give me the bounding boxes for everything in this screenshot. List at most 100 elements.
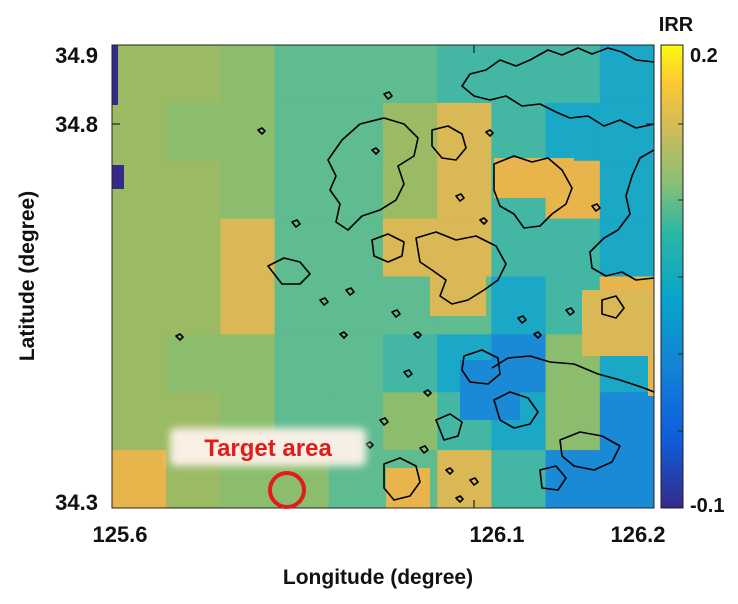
irr-cell [383, 276, 438, 335]
irr-cell [460, 360, 520, 420]
irr-cell [226, 240, 264, 320]
irr-cell [328, 45, 384, 104]
irr-cell [112, 334, 167, 393]
coastline-mainland [461, 47, 654, 129]
irr-cell [166, 45, 221, 104]
coastline-island-k [371, 233, 405, 263]
irr-cell [274, 276, 330, 335]
coastline-island-i [267, 257, 311, 285]
irr-cell [383, 45, 438, 104]
x-tick-label: 126.1 [469, 522, 524, 547]
coastline-island-e [491, 355, 654, 393]
irr-cell [648, 356, 654, 396]
irr-cell [220, 45, 276, 104]
irr-cell [600, 430, 654, 508]
irr-cell [545, 102, 601, 162]
irr-cell [166, 102, 221, 162]
irr-cell [328, 334, 384, 393]
irr-cell [491, 102, 547, 162]
y-axis-label: Latitude (degree) [16, 191, 39, 361]
irr-cell [383, 102, 438, 162]
y-tick-label: 34.8 [55, 112, 98, 137]
colorbar-title: IRR [659, 14, 694, 36]
irr-cell [599, 218, 654, 278]
irr-cell [545, 450, 601, 508]
irr-cell [112, 45, 167, 104]
irr-cell [491, 218, 547, 278]
irr-cell [582, 290, 654, 356]
coastline-islets [175, 91, 601, 503]
x-axis-label: Longitude (degree) [283, 566, 473, 589]
irr-cell [437, 450, 492, 508]
irr-cell [599, 102, 654, 162]
irr-cell [386, 468, 430, 508]
irr-cell [112, 392, 167, 451]
irr-cell [274, 334, 330, 393]
irr-grid-cells [112, 45, 654, 508]
irr-cell [166, 160, 221, 220]
target-area-label: Target area [204, 435, 332, 462]
irr-cell [383, 392, 438, 451]
coastline-island-b [415, 231, 507, 305]
colorbar-max-label: 0.2 [690, 45, 718, 67]
y-tick-labels: 34.9 34.8 34.3 [55, 43, 98, 515]
x-tick-label: 126.2 [610, 522, 665, 547]
colorbar-min-label: -0.1 [690, 495, 724, 517]
coastline-island-a [327, 117, 419, 231]
irr-cell [274, 160, 330, 220]
irr-cell [545, 45, 601, 104]
irr-cell [220, 160, 276, 220]
irr-cell [383, 160, 438, 220]
coastline-island-j [461, 349, 501, 385]
irr-cell [430, 240, 486, 316]
irr-cell [112, 218, 167, 278]
irr-cell [112, 45, 118, 105]
irr-map: Target area [111, 44, 655, 509]
irr-cell [599, 45, 654, 104]
coastline-island-c [493, 155, 573, 229]
irr-cell [437, 102, 492, 162]
colorbar: IRR 0.2 -0.1 [659, 14, 725, 517]
irr-cell [112, 165, 124, 189]
irr-cell [491, 45, 547, 104]
irr-cell [112, 276, 167, 335]
irr-cell [599, 160, 654, 220]
coastline-island-d [431, 125, 467, 161]
irr-cell [383, 334, 438, 393]
coastline [175, 47, 654, 503]
irr-cell [220, 334, 276, 393]
irr-cell [328, 218, 384, 278]
target-area-circle [268, 471, 306, 509]
y-tick-label: 34.3 [55, 490, 98, 515]
irr-cell [112, 450, 167, 508]
irr-cell [328, 160, 384, 220]
irr-cell [166, 218, 221, 278]
coastline-island-h [383, 457, 421, 501]
irr-cell [274, 45, 330, 104]
coastline-island-l [435, 413, 463, 441]
irr-cell [112, 102, 167, 162]
irr-cell [166, 276, 221, 335]
target-area-annotation: Target area [170, 428, 366, 509]
irr-cell [274, 218, 330, 278]
coastline-island-f [493, 391, 539, 429]
irr-cell [494, 158, 574, 198]
target-area-label-glow [170, 428, 366, 466]
coastline-mainland-2 [589, 149, 654, 281]
coastline-island-m [539, 465, 567, 491]
x-tick-labels: 125.6 126.1 126.2 [92, 522, 665, 547]
coastline-island-n [601, 295, 625, 319]
map-frame [111, 44, 655, 509]
y-tick-label: 34.9 [55, 43, 98, 68]
irr-cell [545, 392, 601, 451]
x-tick-label: 125.6 [92, 522, 147, 547]
irr-cell [220, 102, 276, 162]
irr-cell [166, 334, 221, 393]
map-ticks [112, 45, 654, 508]
irr-cell [437, 45, 492, 104]
irr-cell [274, 102, 330, 162]
irr-cell [328, 276, 384, 335]
irr-cell [491, 450, 547, 508]
irr-cell [491, 276, 547, 335]
irr-cell [437, 160, 492, 220]
